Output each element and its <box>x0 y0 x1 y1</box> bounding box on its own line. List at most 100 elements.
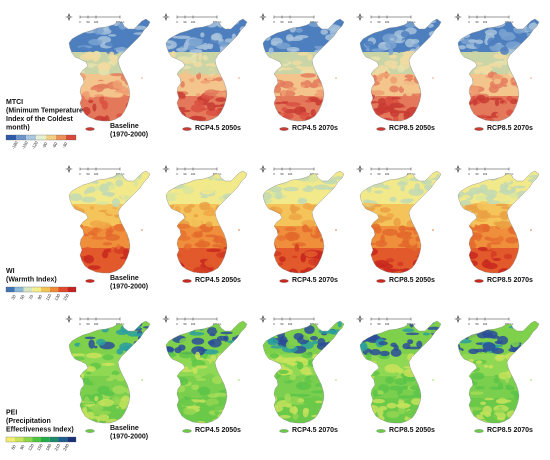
scenario-label: Baseline <box>110 123 139 130</box>
north-arrow-icon <box>356 13 364 21</box>
scale-bar-label: 100 <box>191 172 196 176</box>
scenario-label: Baseline <box>110 425 139 432</box>
legend-tick-label: -150 <box>20 140 29 150</box>
scale-bar-label: 0 <box>370 172 372 176</box>
ulleung-island <box>238 229 240 231</box>
legend-swatch <box>6 287 15 292</box>
scale-bar-label: 50 <box>184 20 187 24</box>
korea-map <box>262 170 345 274</box>
korea-map <box>68 170 151 274</box>
ulleung-island <box>432 77 434 79</box>
legend-tick-label: -120 <box>30 140 39 150</box>
legend-swatch <box>49 437 59 442</box>
scale-bar-label: 50 <box>378 322 381 326</box>
north-arrow-icon <box>356 315 364 323</box>
korea-map <box>457 320 540 424</box>
ulleung-island <box>530 229 532 231</box>
legend-tick-label: 30 <box>10 293 17 300</box>
legend-tick-label: 60 <box>10 443 17 450</box>
scale-bar-label: 100 <box>385 20 390 24</box>
legend-tick-label: 240 <box>62 442 70 451</box>
jeju-island <box>182 429 192 433</box>
scale-bar-label: 50 <box>378 20 381 24</box>
korea-map <box>262 18 345 122</box>
legend-swatch <box>16 135 26 140</box>
jeju-island <box>279 279 289 283</box>
korea-map <box>457 170 540 274</box>
jeju-island <box>85 127 95 131</box>
scale-bar-label: 50 <box>87 172 90 176</box>
ulleung-island <box>530 77 532 79</box>
legend-tick-label: 210 <box>53 442 61 451</box>
index-title-line: MTCI <box>6 99 23 106</box>
legend-swatch <box>67 287 76 292</box>
ulleung-island <box>335 77 337 79</box>
korea-map <box>165 320 248 424</box>
legend-tick-label: 120 <box>27 442 35 451</box>
scale-bar-label: 0 <box>468 172 470 176</box>
scale-bar-label: 0 <box>468 20 470 24</box>
legend-tick-label: 110 <box>45 293 53 302</box>
north-arrow-icon <box>162 315 170 323</box>
korea-map <box>359 170 442 274</box>
north-arrow-icon <box>454 315 462 323</box>
scenario-label: RCP8.5 2050s <box>389 277 435 284</box>
legend-tick-label: 150 <box>36 442 44 451</box>
index-title-line: (Precipitation <box>6 418 51 425</box>
ulleung-island <box>530 379 532 381</box>
period-label: (1970-2000) <box>110 132 148 139</box>
scale-bar-label: 0 <box>176 172 178 176</box>
scenario-label: RCP8.5 2070s <box>487 125 533 132</box>
korea-map <box>359 18 442 122</box>
legend-tick-label: 70 <box>28 293 35 300</box>
legend-swatch <box>32 287 41 292</box>
scale-bar-label: 50 <box>184 322 187 326</box>
scale-bar-label: 50 <box>476 172 479 176</box>
legend-tick-label: -30 <box>61 141 69 149</box>
ulleung-island <box>432 379 434 381</box>
period-label: (1970-2000) <box>110 284 148 291</box>
ulleung-island <box>141 379 143 381</box>
scale-bar-label: 0 <box>79 322 81 326</box>
legend-tick-label: 50 <box>19 293 26 300</box>
scale-bar-label: 100 <box>288 322 293 326</box>
scale-bar-label: 100 <box>94 322 99 326</box>
korea-map <box>68 320 151 424</box>
legend-swatch <box>46 135 56 140</box>
jeju-island <box>85 429 95 433</box>
scale-bar-label: 100 <box>94 20 99 24</box>
north-arrow-icon <box>162 165 170 173</box>
index-title-line: month) <box>6 125 30 132</box>
index-title-line: (Warmth Index) <box>6 277 57 284</box>
legend-swatch <box>67 437 76 442</box>
legend-swatch <box>56 135 66 140</box>
ulleung-island <box>238 77 240 79</box>
scale-bar-label: 100 <box>288 172 293 176</box>
index-title-line: PEI <box>6 410 17 417</box>
korea-map <box>165 18 248 122</box>
jeju-island <box>474 279 484 283</box>
scale-bar-label: 0 <box>273 322 275 326</box>
scenario-label: RCP4.5 2050s <box>195 277 241 284</box>
legend-swatch <box>58 437 68 442</box>
scale-bar-label: 50 <box>281 172 284 176</box>
north-arrow-icon <box>259 315 267 323</box>
row-legend-wi: WI (Warmth Index) 30 50 70 90 110 130 150 <box>5 268 77 302</box>
legend-swatch <box>41 287 50 292</box>
scenario-label: RCP8.5 2050s <box>389 125 435 132</box>
legend-tick-label: -60 <box>51 141 59 149</box>
north-arrow-icon <box>65 13 73 21</box>
north-arrow-icon <box>162 13 170 21</box>
scale-bar-label: 50 <box>184 172 187 176</box>
legend-swatch <box>14 287 24 292</box>
scale-bar-label: 50 <box>378 172 381 176</box>
